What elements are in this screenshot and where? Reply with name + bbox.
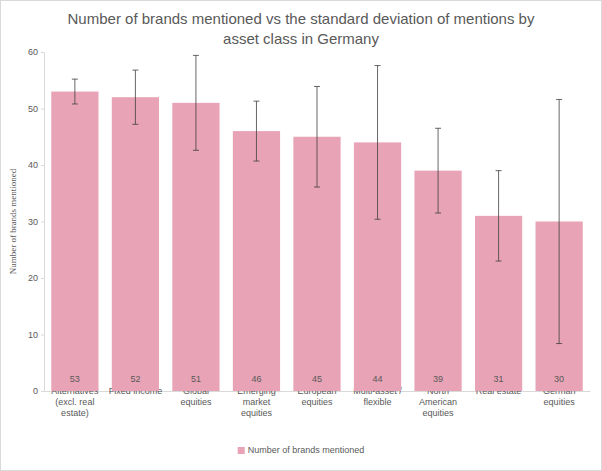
y-tick: 30 <box>28 217 44 227</box>
error-bar-cap <box>193 150 199 151</box>
legend-label: Number of brands mentioned <box>248 445 365 455</box>
error-bar-cap <box>435 128 441 129</box>
y-tick-mark <box>41 52 44 53</box>
error-bar <box>253 101 259 161</box>
error-bar-line <box>74 79 75 104</box>
y-tick-label: 20 <box>28 273 38 283</box>
y-tick-mark <box>41 278 44 279</box>
error-bar-line <box>498 171 499 261</box>
y-tick-label: 10 <box>28 330 38 340</box>
error-bar <box>556 99 562 343</box>
error-bar-cap <box>375 65 381 66</box>
legend: Number of brands mentioned <box>238 445 365 455</box>
data-label: 31 <box>494 374 504 384</box>
error-bar-cap <box>496 170 502 171</box>
legend-swatch <box>238 447 245 454</box>
y-tick-label: 50 <box>28 104 38 114</box>
y-tick-label: 0 <box>33 386 38 396</box>
error-bar-line <box>559 99 560 343</box>
error-bar-line <box>377 66 378 220</box>
error-bar-cap <box>72 103 78 104</box>
bar <box>112 97 159 391</box>
y-tick: 60 <box>28 47 44 57</box>
error-bar <box>193 55 199 150</box>
y-tick-mark <box>41 222 44 223</box>
y-tick: 0 <box>33 386 44 396</box>
data-label: 53 <box>70 374 80 384</box>
data-label: 30 <box>554 374 564 384</box>
data-label: 39 <box>433 374 443 384</box>
y-axis: 0 10 20 30 40 50 60 <box>28 47 45 396</box>
y-tick: 50 <box>28 104 44 114</box>
error-bar-cap <box>556 343 562 344</box>
error-bar-cap <box>253 161 259 162</box>
error-bar-line <box>135 70 136 124</box>
error-bar <box>375 66 381 220</box>
plot-area <box>51 55 582 391</box>
error-bar-cap <box>435 213 441 214</box>
title: Number of brands mentioned vs the standa… <box>68 10 535 47</box>
error-bar-cap <box>132 124 138 125</box>
y-tick-mark <box>41 335 44 336</box>
data-label: 51 <box>191 374 201 384</box>
y-tick-label: 40 <box>28 160 38 170</box>
error-bar-cap <box>556 99 562 100</box>
error-bar <box>314 86 320 187</box>
error-bar-cap <box>496 261 502 262</box>
y-tick: 20 <box>28 273 44 283</box>
error-bar-cap <box>132 70 138 71</box>
y-tick: 10 <box>28 330 44 340</box>
y-axis-line <box>44 53 45 392</box>
error-bar-line <box>256 101 257 161</box>
y-tick-mark <box>41 165 44 166</box>
error-bar-cap <box>193 55 199 56</box>
chart: Number of brands mentioned vs the standa… <box>0 0 602 471</box>
y-tick-mark <box>41 391 44 392</box>
data-label: 46 <box>251 374 261 384</box>
error-bar <box>496 171 502 261</box>
y-tick-label: 60 <box>28 47 38 57</box>
y-axis-title: Number of brands mentioned <box>8 168 18 274</box>
error-bar <box>72 79 78 104</box>
error-bar-line <box>317 86 318 187</box>
data-label: 44 <box>373 374 383 384</box>
y-tick: 40 <box>28 160 44 170</box>
data-label: 52 <box>130 374 140 384</box>
bar <box>233 131 280 391</box>
error-bar-line <box>195 55 196 150</box>
error-bar-cap <box>253 101 259 102</box>
error-bar-line <box>438 128 439 213</box>
error-bar-cap <box>375 219 381 220</box>
legend-item: Number of brands mentioned <box>238 445 365 455</box>
error-bar <box>132 70 138 124</box>
y-tick-label: 30 <box>28 217 38 227</box>
error-bar-cap <box>72 79 78 80</box>
chart-frame <box>1 1 602 471</box>
y-tick-mark <box>41 109 44 110</box>
bar <box>51 92 98 391</box>
error-bar-cap <box>314 187 320 188</box>
data-label: 45 <box>312 374 322 384</box>
error-bar <box>435 128 441 213</box>
error-bar-cap <box>314 86 320 87</box>
